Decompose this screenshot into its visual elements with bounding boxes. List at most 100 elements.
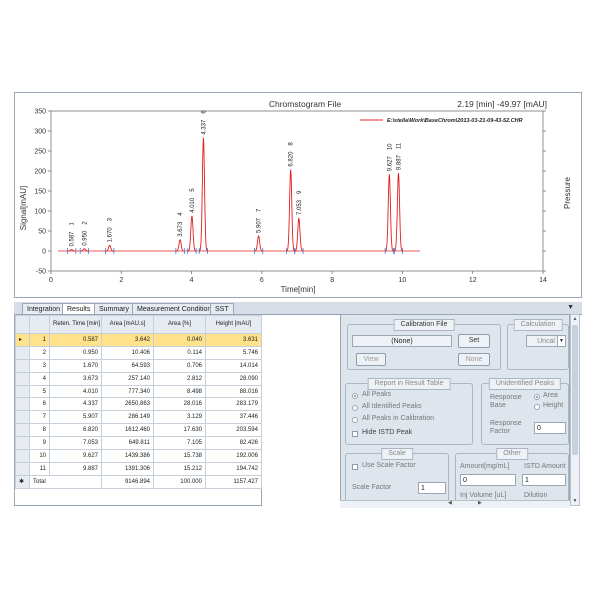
panel-scrollbar[interactable]: ▲ ▼ (570, 314, 580, 506)
peak-number-cell[interactable]: 10 (29, 449, 50, 463)
row-header[interactable] (15, 410, 30, 425)
retention-time-cell[interactable]: 6.820 (49, 423, 102, 438)
area-percent-cell[interactable]: 15.212 (153, 461, 206, 476)
scale-factor-field[interactable]: 1 (418, 482, 446, 494)
table-row[interactable]: 8 6.820 1612.460 17.630 203.594 (15, 423, 262, 438)
retention-time-cell[interactable]: 9.627 (49, 449, 102, 463)
set-button[interactable]: Set (458, 334, 490, 348)
retention-time-cell[interactable]: 1.670 (49, 358, 102, 373)
area-cell[interactable]: 10.406 (101, 345, 154, 360)
tab-summary[interactable]: Summary (94, 303, 134, 314)
column-header-retention-time[interactable]: Reten. Time [min] (49, 315, 102, 334)
row-header[interactable] (15, 423, 30, 438)
column-header-area[interactable]: Area [mAU.s] (101, 315, 154, 334)
row-header[interactable] (15, 345, 30, 360)
all-identified-radio[interactable] (352, 405, 358, 411)
amount-field[interactable]: 0 (460, 474, 516, 486)
area-cell[interactable]: 777.340 (101, 384, 154, 399)
column-header-height[interactable]: Height [mAU] (205, 315, 262, 334)
chromatogram-chart[interactable]: -50 0 50 100 150 200 250 300 350 0 2 4 6 8 10 12 14 0.58… (14, 92, 582, 298)
row-header[interactable] (15, 371, 30, 386)
istd-amount-field[interactable]: 1 (522, 474, 566, 486)
area-cell[interactable]: 3.642 (101, 333, 154, 347)
area-percent-cell[interactable]: 7.105 (153, 436, 206, 451)
scroll-down-icon[interactable]: ▼ (572, 498, 578, 504)
calculation-select[interactable]: Uncal (526, 335, 558, 347)
area-percent-cell[interactable]: 2.812 (153, 371, 206, 386)
current-row-marker-icon[interactable]: ▸ (15, 333, 30, 347)
response-factor-field[interactable]: 0 (534, 422, 566, 434)
view-button[interactable]: View (356, 353, 386, 366)
peak-number-cell[interactable]: 6 (29, 397, 50, 412)
height-cell[interactable]: 192.006 (205, 449, 262, 463)
height-cell[interactable]: 194.742 (205, 461, 262, 476)
peak-number-cell[interactable]: 5 (29, 384, 50, 399)
scroll-up-icon[interactable]: ▲ (572, 316, 578, 322)
retention-time-cell[interactable]: 0.587 (49, 333, 102, 347)
scroll-right-icon[interactable]: ▶ (478, 500, 482, 506)
area-percent-cell[interactable]: 3.129 (153, 410, 206, 425)
area-cell[interactable]: 2650.863 (101, 397, 154, 412)
height-cell[interactable]: 37.446 (205, 410, 262, 425)
area-percent-cell[interactable]: 15.738 (153, 449, 206, 463)
table-row[interactable]: 10 9.627 1439.386 15.738 192.006 (15, 449, 262, 463)
area-percent-cell[interactable]: 28.016 (153, 397, 206, 412)
table-row[interactable]: 3 1.670 64.593 0.706 14.014 (15, 358, 262, 373)
height-cell[interactable]: 14.014 (205, 358, 262, 373)
table-row[interactable]: 11 9.887 1391.306 15.212 194.742 (15, 461, 262, 476)
row-header[interactable] (15, 384, 30, 399)
table-row[interactable]: 2 0.950 10.406 0.114 5.746 (15, 345, 262, 360)
tab-results[interactable]: Results (62, 303, 96, 314)
peak-number-cell[interactable]: 9 (29, 436, 50, 451)
height-cell[interactable]: 5.746 (205, 345, 262, 360)
peak-number-cell[interactable]: 8 (29, 423, 50, 438)
column-header-area-percent[interactable]: Area [%] (153, 315, 206, 334)
height-cell[interactable]: 3.631 (205, 333, 262, 347)
height-cell[interactable]: 88.016 (205, 384, 262, 399)
calculation-dropdown-icon[interactable]: ▼ (557, 335, 566, 347)
tab-sst[interactable]: SST (210, 303, 234, 314)
area-cell[interactable]: 1612.460 (101, 423, 154, 438)
all-calibration-radio[interactable] (352, 417, 358, 423)
peak-number-cell[interactable]: 2 (29, 345, 50, 360)
area-radio[interactable] (534, 394, 540, 400)
table-row[interactable]: ▸ 1 0.587 3.642 0.040 3.631 (15, 333, 262, 347)
scrollbar-thumb[interactable] (572, 325, 578, 455)
calibration-file-field[interactable]: (None) (352, 335, 452, 347)
retention-time-cell[interactable]: 4.010 (49, 384, 102, 399)
peak-number-cell[interactable]: 1 (29, 333, 50, 347)
area-percent-cell[interactable]: 8.498 (153, 384, 206, 399)
tab-integration[interactable]: Integration (22, 303, 66, 314)
row-header[interactable] (15, 436, 30, 451)
row-header[interactable] (15, 358, 30, 373)
panel-horizontal-scrollbar[interactable]: ◀ ▶ (340, 500, 570, 508)
retention-time-cell[interactable]: 9.887 (49, 461, 102, 476)
height-cell[interactable]: 203.594 (205, 423, 262, 438)
table-row[interactable]: 6 4.337 2650.863 28.016 283.179 (15, 397, 262, 412)
peak-number-cell[interactable]: 7 (29, 410, 50, 425)
area-percent-cell[interactable]: 0.114 (153, 345, 206, 360)
height-cell[interactable]: 82.426 (205, 436, 262, 451)
area-cell[interactable]: 649.811 (101, 436, 154, 451)
height-cell[interactable]: 283.179 (205, 397, 262, 412)
table-row[interactable]: 9 7.053 649.811 7.105 82.426 (15, 436, 262, 451)
area-cell[interactable]: 64.593 (101, 358, 154, 373)
area-cell[interactable]: 1391.306 (101, 461, 154, 476)
row-header[interactable] (15, 461, 30, 476)
use-scale-checkbox[interactable] (352, 464, 358, 470)
row-header[interactable] (15, 397, 30, 412)
peak-number-cell[interactable]: 4 (29, 371, 50, 386)
table-row[interactable]: 4 3.673 257.140 2.812 28.090 (15, 371, 262, 386)
area-percent-cell[interactable]: 17.630 (153, 423, 206, 438)
retention-time-cell[interactable]: 7.053 (49, 436, 102, 451)
area-percent-cell[interactable]: 0.040 (153, 333, 206, 347)
table-row[interactable]: 5 4.010 777.340 8.498 88.016 (15, 384, 262, 399)
retention-time-cell[interactable]: 0.950 (49, 345, 102, 360)
scroll-left-icon[interactable]: ◀ (448, 500, 452, 506)
none-button[interactable]: None (458, 353, 490, 366)
table-row[interactable]: 7 5.907 286.149 3.129 37.446 (15, 410, 262, 425)
tab-dropdown-icon[interactable]: ▼ (567, 304, 574, 311)
peak-number-cell[interactable]: 11 (29, 461, 50, 476)
row-header[interactable] (15, 449, 30, 463)
